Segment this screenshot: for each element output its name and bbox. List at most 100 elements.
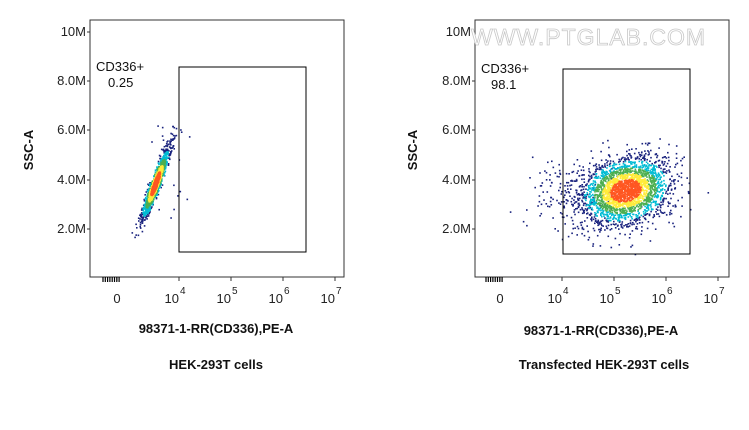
- event-dot: [631, 244, 634, 247]
- event-dot: [646, 158, 648, 161]
- event-dot: [624, 218, 627, 220]
- event-dot: [582, 204, 585, 207]
- event-dot: [613, 162, 615, 165]
- event-dot: [602, 142, 604, 144]
- event-dot: [574, 180, 577, 182]
- event-dot: [640, 186, 642, 189]
- event-dot: [632, 202, 634, 204]
- event-dot: [159, 163, 161, 165]
- event-dot: [583, 212, 585, 214]
- event-dot: [660, 167, 662, 170]
- event-dot: [589, 193, 591, 196]
- event-dot: [636, 180, 638, 183]
- event-dot: [581, 208, 584, 211]
- event-dot: [636, 204, 638, 206]
- event-dot: [601, 172, 604, 174]
- event-dot: [689, 208, 692, 211]
- event-dot: [626, 205, 628, 208]
- event-dot: [674, 179, 676, 181]
- event-dot: [537, 205, 539, 207]
- event-dot: [151, 141, 153, 143]
- event-dot: [614, 204, 616, 206]
- event-dot: [564, 190, 567, 192]
- event-dot: [647, 172, 649, 175]
- event-dot: [639, 155, 642, 158]
- event-dot: [618, 163, 621, 166]
- event-dot: [600, 223, 602, 225]
- event-dot: [650, 149, 652, 152]
- event-dot: [598, 207, 600, 210]
- event-dot: [653, 201, 656, 203]
- event-dot: [626, 170, 628, 172]
- event-dot: [645, 189, 647, 192]
- event-dot: [605, 191, 608, 193]
- event-dot: [591, 176, 593, 178]
- event-dot: [591, 209, 594, 211]
- event-dot: [642, 165, 644, 167]
- event-dot: [164, 154, 167, 157]
- event-dot: [164, 152, 166, 155]
- event-dot: [642, 181, 645, 183]
- event-dot: [139, 213, 142, 216]
- event-dot: [165, 160, 168, 163]
- event-dot: [589, 178, 591, 181]
- event-dot: [143, 225, 146, 227]
- event-dot: [614, 187, 616, 189]
- event-dot: [631, 161, 634, 164]
- event-dot: [586, 192, 588, 194]
- event-dot: [665, 214, 668, 216]
- event-dot: [641, 188, 643, 190]
- event-dot: [648, 151, 650, 153]
- event-dot: [672, 205, 674, 207]
- event-dot: [160, 148, 163, 151]
- event-dot: [615, 211, 617, 214]
- event-dot: [603, 196, 605, 198]
- event-dot: [159, 155, 162, 158]
- event-dot: [629, 161, 631, 163]
- event-dot: [592, 173, 595, 176]
- event-dot: [658, 159, 661, 162]
- event-dot: [664, 156, 666, 158]
- event-dot: [637, 206, 640, 208]
- event-dot: [621, 181, 623, 183]
- event-dot: [595, 170, 597, 172]
- event-dot: [600, 227, 602, 230]
- event-dot: [529, 177, 531, 179]
- event-dot: [526, 224, 528, 227]
- event-dot: [597, 221, 599, 223]
- event-dot: [616, 181, 619, 183]
- event-dot: [557, 230, 559, 232]
- event-dot: [647, 203, 649, 206]
- event-dot: [157, 193, 160, 196]
- event-dot: [659, 184, 661, 186]
- event-dot: [186, 198, 189, 201]
- event-dot: [610, 177, 612, 179]
- event-dot: [637, 200, 639, 203]
- event-dot: [630, 174, 632, 177]
- event-dot: [655, 192, 657, 194]
- event-dot: [574, 201, 577, 203]
- event-dot: [601, 196, 603, 198]
- event-dot: [619, 219, 621, 222]
- event-dot: [601, 224, 603, 227]
- event-dot: [647, 150, 649, 152]
- event-dot: [628, 149, 631, 151]
- event-dot: [596, 189, 599, 192]
- event-dot: [582, 188, 585, 191]
- event-dot: [644, 218, 647, 221]
- event-dot: [641, 179, 643, 181]
- event-dot: [567, 181, 570, 184]
- event-dot: [612, 223, 615, 225]
- event-dot: [156, 188, 158, 190]
- event-dot: [631, 174, 634, 176]
- event-dot: [614, 177, 617, 180]
- event-dot: [590, 177, 593, 179]
- event-dot: [582, 197, 584, 199]
- event-dot: [651, 198, 654, 201]
- event-dot: [631, 218, 633, 220]
- event-dot: [147, 212, 149, 214]
- event-dot: [607, 221, 610, 223]
- event-dot: [613, 198, 616, 200]
- event-dot: [648, 164, 651, 166]
